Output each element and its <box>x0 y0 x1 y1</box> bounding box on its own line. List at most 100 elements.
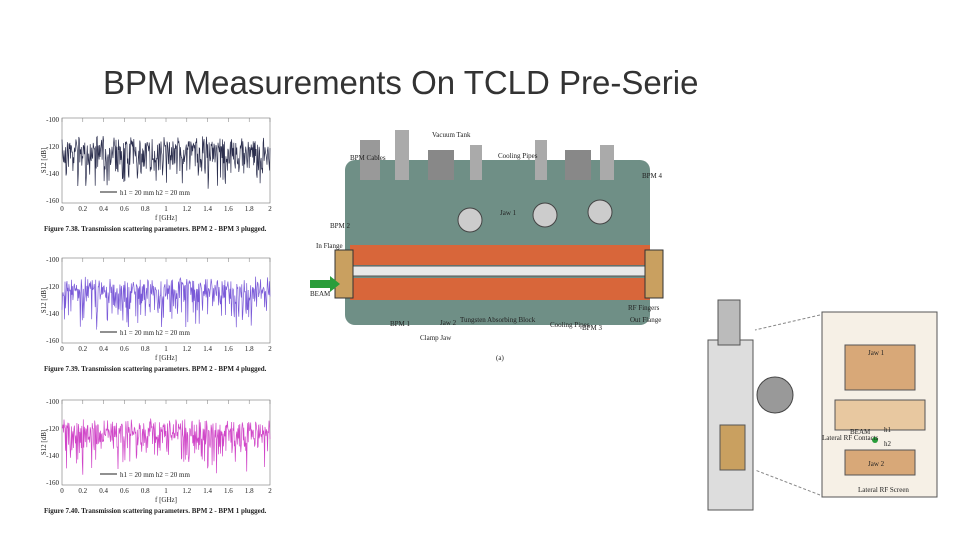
figure-caption: Figure 7.39. Transmission scattering par… <box>44 365 267 373</box>
y-tick-label: -100 <box>46 398 59 406</box>
x-tick-label: 1.4 <box>203 345 212 353</box>
port <box>532 202 558 228</box>
x-tick-label: 0.6 <box>120 205 129 213</box>
diagram-label: In Flange <box>316 242 343 250</box>
x-tick-label: 1.2 <box>182 345 191 353</box>
diagram-label: BPM 2 <box>330 222 351 230</box>
x-tick-label: 0.2 <box>78 345 87 353</box>
y-tick-label: -120 <box>46 143 59 151</box>
pipe <box>600 145 614 180</box>
beam-dot <box>872 437 878 443</box>
y-tick-label: -140 <box>46 452 59 460</box>
x-tick-label: 0.8 <box>141 487 150 495</box>
y-axis-label: S12 [dB] <box>40 148 48 173</box>
out-flange <box>644 249 664 299</box>
zoom-line <box>754 314 821 331</box>
y-tick-label: -160 <box>46 197 59 205</box>
side-jaw <box>719 424 746 471</box>
section-jaw-2 <box>844 449 916 476</box>
legend-box <box>97 327 207 337</box>
x-tick-label: 1.8 <box>245 487 254 495</box>
x-tick-label: 0.4 <box>99 205 108 213</box>
x-tick-label: 2 <box>268 205 272 213</box>
x-tick-label: 0.4 <box>99 345 108 353</box>
section-label: Lateral RF Screen <box>858 486 909 494</box>
y-tick-label: -100 <box>46 256 59 264</box>
side-pipe <box>717 299 741 346</box>
diagram-label: Tungsten Absorbing Block <box>460 316 536 324</box>
diagram-label: Cooling Pipes <box>550 321 590 329</box>
port <box>457 207 483 233</box>
y-axis-label: S12 [dB] <box>40 288 48 313</box>
plot: 0 0.2 0.4 0.6 0.8 1 1.2 1.4 1.6 1.8 2 -100 -120 -140 -… <box>40 398 272 515</box>
pipe <box>470 145 482 180</box>
legend-text: h1 = 20 mm h2 = 20 mm <box>120 329 190 337</box>
collimator-diagram: Vacuum Tank BPM Cables Cooling Pipes BPM 4 J… <box>310 130 664 362</box>
x-tick-label: 1 <box>164 205 168 213</box>
legend-box <box>97 469 207 479</box>
x-tick-label: 1.2 <box>182 487 191 495</box>
signal-trace <box>61 418 271 475</box>
x-tick-label: 0.2 <box>78 487 87 495</box>
x-axis-label: f [GHz] <box>155 354 177 362</box>
diagram-label: BPM 3 <box>582 324 603 332</box>
x-tick-label: 1.2 <box>182 205 191 213</box>
jaw-2 <box>350 278 650 300</box>
legend-text: h1 = 20 mm h2 = 20 mm <box>120 189 190 197</box>
y-tick-label: -140 <box>46 310 59 318</box>
side-port <box>756 376 794 414</box>
pipe <box>565 150 591 180</box>
diagram-label: Vacuum Tank <box>432 131 471 139</box>
beam-arrow <box>310 276 340 292</box>
x-tick-label: 1 <box>164 345 168 353</box>
x-tick-label: 2 <box>268 487 272 495</box>
diagram-label: Jaw 2 <box>440 319 457 327</box>
signal-trace <box>61 135 271 189</box>
y-tick-label: -140 <box>46 170 59 178</box>
y-tick-label: -160 <box>46 337 59 345</box>
in-flange <box>334 249 354 299</box>
figure-caption: Figure 7.38. Transmission scattering par… <box>44 225 267 233</box>
diagram-label: BPM 4 <box>642 172 663 180</box>
x-tick-label: 0.2 <box>78 205 87 213</box>
section-label: Jaw 2 <box>868 460 885 468</box>
x-tick-label: 0.6 <box>120 345 129 353</box>
x-tick-label: 0.8 <box>141 345 150 353</box>
x-tick-label: 0.8 <box>141 205 150 213</box>
rf-contacts <box>834 399 926 431</box>
x-tick-label: 0.4 <box>99 487 108 495</box>
x-tick-label: 0 <box>60 205 64 213</box>
beam-pipe <box>339 265 661 277</box>
section-jaw-1 <box>844 344 916 391</box>
y-tick-label: -160 <box>46 479 59 487</box>
section-label: Lateral RF Contacts <box>822 434 879 442</box>
x-tick-label: 1.4 <box>203 205 212 213</box>
vacuum-tank <box>345 160 650 325</box>
signal-trace <box>61 276 271 330</box>
diagram-label: Clamp Jaw <box>420 334 452 342</box>
x-axis-label: f [GHz] <box>155 496 177 504</box>
x-tick-label: 0.6 <box>120 487 129 495</box>
jaw-1 <box>350 245 650 265</box>
diagram-label: Out Flange <box>630 316 661 324</box>
figure-caption: Figure 7.40. Transmission scattering par… <box>44 507 267 515</box>
zoom-line <box>754 469 821 496</box>
x-tick-label: 1.4 <box>203 487 212 495</box>
pipe <box>395 130 409 180</box>
legend-box <box>97 187 207 197</box>
x-tick-label: 1 <box>164 487 168 495</box>
x-tick-label: 2 <box>268 345 272 353</box>
pipe <box>428 150 454 180</box>
x-axis-label: f [GHz] <box>155 214 177 222</box>
x-tick-label: 1.8 <box>245 345 254 353</box>
diagram-label: BPM Cables <box>350 154 386 162</box>
plots: 0 0.2 0.4 0.6 0.8 1 1.2 1.4 1.6 1.8 2 -100 -120 -140 -… <box>40 116 272 515</box>
section-label: Jaw 1 <box>868 349 885 357</box>
pipe <box>535 140 547 180</box>
x-tick-label: 0 <box>60 487 64 495</box>
section-label: h2 <box>884 440 892 448</box>
x-tick-label: 0 <box>60 345 64 353</box>
section-diagram: Jaw 1 BEAM h1 h2 Lateral RF Contacts Jaw 2 Lat… <box>707 299 938 511</box>
section-label: h1 <box>884 426 892 434</box>
